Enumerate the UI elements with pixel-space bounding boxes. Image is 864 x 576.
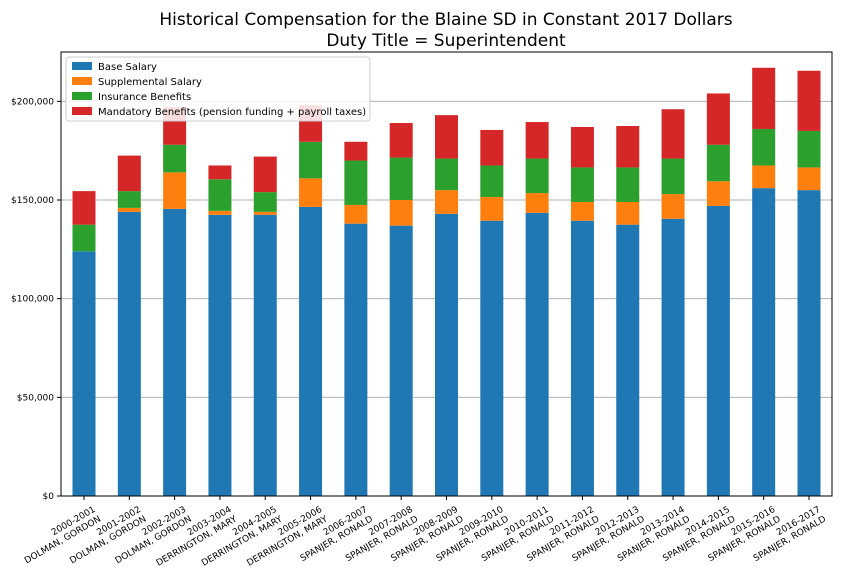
bar-segment <box>389 123 413 158</box>
bar-segment <box>208 214 232 497</box>
bar-segment <box>525 193 549 213</box>
bar-segment <box>389 157 413 200</box>
bar-segment <box>435 115 458 159</box>
y-axis: $0 $50,000 $100,000 $150,000 $200,000 <box>11 97 61 502</box>
bar-segment <box>661 218 685 496</box>
bar-segment <box>480 129 504 166</box>
bar-segment <box>570 201 594 221</box>
bar-segment <box>72 191 96 225</box>
bar-segment <box>706 93 730 145</box>
bar-segment <box>661 109 685 159</box>
legend-box <box>65 56 371 122</box>
bar-segment <box>253 214 277 497</box>
bar-segment <box>797 167 821 191</box>
bar-segment <box>525 122 549 159</box>
bar-segment <box>752 67 776 129</box>
legend-label: Supplemental Salary <box>98 77 202 88</box>
bar-segment <box>616 201 640 225</box>
bar-segment <box>525 212 549 496</box>
bar-segment <box>72 251 96 496</box>
bar-segment <box>344 204 368 224</box>
bar-segment <box>435 213 458 496</box>
bar-segment <box>706 144 730 182</box>
bar-segment <box>480 197 504 221</box>
legend-swatch <box>72 107 92 115</box>
bar-segment <box>389 200 413 226</box>
bar-segment <box>163 172 187 209</box>
bar-segment <box>661 194 685 219</box>
bar-segment <box>163 144 187 173</box>
bar-segment <box>616 167 640 202</box>
y-tick-label: $0 <box>43 492 55 502</box>
y-tick-label: $150,000 <box>11 196 54 206</box>
bars-layer <box>72 67 821 497</box>
bar-segment <box>435 158 458 191</box>
bar-segment <box>117 155 141 192</box>
bar-segment <box>797 130 821 168</box>
bar-segment <box>389 225 413 497</box>
legend-swatch <box>72 77 92 85</box>
bar-segment <box>661 158 685 195</box>
chart-title: Historical Compensation for the Blaine S… <box>159 10 732 30</box>
bar-segment <box>299 178 323 207</box>
bar-segment <box>570 126 594 168</box>
y-tick-label: $100,000 <box>11 295 54 305</box>
y-tick-label: $50,000 <box>17 393 54 403</box>
bar-segment <box>253 211 277 215</box>
bar-segment <box>208 210 232 215</box>
legend-label: Insurance Benefits <box>98 92 191 103</box>
bar-segment <box>616 126 640 168</box>
x-axis: 2000-2001DOLMAN, GORDON2001-2002DOLMAN, … <box>18 496 828 569</box>
bar-segment <box>570 167 594 202</box>
bar-segment <box>752 188 776 496</box>
bar-segment <box>208 165 232 180</box>
legend-label: Base Salary <box>98 62 157 73</box>
bar-segment <box>570 220 594 496</box>
bar-segment <box>72 224 96 252</box>
bar-segment <box>299 206 323 496</box>
bar-segment <box>752 128 776 166</box>
bar-segment <box>117 211 141 496</box>
bar-segment <box>435 190 458 214</box>
legend-label: Mandatory Benefits (pension funding + pa… <box>98 107 366 118</box>
bar-segment <box>344 160 368 205</box>
bar-segment <box>208 179 232 211</box>
bar-segment <box>163 208 187 496</box>
bar-segment <box>480 165 504 198</box>
y-tick-label: $200,000 <box>11 97 54 107</box>
legend: Base Salary Supplemental Salary Insurance … <box>65 56 371 122</box>
bar-segment <box>706 181 730 206</box>
bar-segment <box>797 70 821 131</box>
bar-segment <box>752 165 776 189</box>
bar-segment <box>117 207 141 212</box>
bar-segment <box>299 141 323 179</box>
bar-segment <box>117 191 141 208</box>
bar-segment <box>525 158 549 194</box>
bar-segment <box>344 223 368 496</box>
bar-segment <box>480 220 504 496</box>
bar-segment <box>344 141 368 161</box>
bar-segment <box>253 156 277 193</box>
bar-segment <box>706 205 730 497</box>
x-tick-label: 2000-2001DOLMAN, GORDON <box>18 505 103 566</box>
bar-segment <box>797 190 821 496</box>
chart-subtitle: Duty Title = Superintendent <box>326 31 566 51</box>
legend-swatch <box>72 92 92 100</box>
bar-segment <box>616 224 640 496</box>
bar-segment <box>253 192 277 212</box>
legend-swatch <box>72 62 92 70</box>
